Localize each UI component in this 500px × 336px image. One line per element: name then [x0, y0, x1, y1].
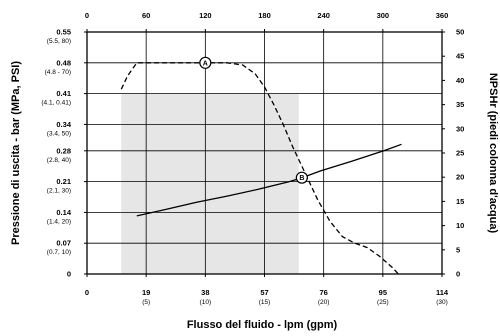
y-right-tick-label: 35 [456, 100, 464, 109]
shaded-region [121, 93, 299, 274]
y-left-tick-label: 0.21 [56, 177, 71, 186]
y-right-tick-label: 45 [456, 52, 464, 61]
y-right-tick-label: 0 [456, 270, 460, 279]
x-axis-title: Flusso del fluido - lpm (gpm) [187, 319, 338, 331]
y-left-tick-sublabel: (4.8 - 70) [45, 69, 71, 76]
y-right-tick-label: 25 [456, 149, 464, 158]
y-left-tick-label: 0.28 [56, 146, 71, 155]
x-top-tick-label: 180 [258, 11, 271, 20]
y-right-tick-label: 20 [456, 173, 464, 182]
x-bottom-tick-label: 0 [85, 288, 89, 297]
x-top-tick-label: 240 [317, 11, 330, 20]
x-top-tick-label: 360 [436, 11, 449, 20]
x-top-tick-label: 60 [142, 11, 150, 20]
x-bottom-tick-label: 95 [379, 288, 387, 297]
y-axis-left-title: Pressione di uscita - bar (MPa, PSI) [10, 61, 22, 245]
y-right-tick-label: 15 [456, 197, 464, 206]
y-left-tick-label: 0.55 [56, 28, 71, 37]
x-bottom-tick-sublabel: (25) [377, 299, 389, 306]
x-top-tick-label: 0 [85, 11, 89, 20]
x-top-tick-label: 120 [199, 11, 212, 20]
y-right-tick-label: 30 [456, 124, 464, 133]
y-right-tick-label: 5 [456, 245, 460, 254]
x-bottom-tick-label: 38 [201, 288, 209, 297]
series-marker-label-a: A [203, 60, 208, 67]
y-left-tick-label: 0.41 [56, 89, 71, 98]
x-bottom-tick-sublabel: (20) [318, 299, 330, 306]
series-line-b [136, 143, 402, 217]
y-left-tick-label: 0 [67, 270, 71, 279]
y-right-tick-label: 10 [456, 221, 464, 230]
axis-layer: 0 19 (5) 38 (10) 57 (15) 76 (20) 95 (25) 114 (30) 0 60… [41, 11, 464, 306]
y-right-tick-label: 40 [456, 76, 464, 85]
y-left-tick-sublabel: (2.1, 30) [47, 188, 71, 195]
x-bottom-tick-sublabel: (30) [436, 299, 448, 306]
shaded-region-layer [121, 93, 299, 274]
x-bottom-tick-label: 114 [436, 288, 449, 297]
x-bottom-tick-label: 57 [260, 288, 268, 297]
x-bottom-tick-sublabel: (5) [142, 299, 150, 306]
y-left-tick-sublabel: (0.7, 10) [47, 249, 71, 256]
x-bottom-tick-sublabel: (15) [259, 299, 271, 306]
y-left-tick-label: 0.07 [56, 239, 71, 248]
series-marker-label-b: B [299, 175, 304, 182]
y-left-tick-sublabel: (2.8, 40) [47, 157, 71, 164]
y-left-tick-sublabel: (5.5, 80) [47, 38, 71, 45]
y-left-tick-sublabel: (3.4, 50) [47, 130, 71, 137]
y-left-tick-label: 0.34 [56, 120, 71, 129]
y-left-tick-sublabel: (4.1, 0.41) [41, 100, 71, 107]
y-left-tick-sublabel: (1.4, 20) [47, 218, 71, 225]
series-marker-a [199, 56, 212, 69]
y-right-tick-label: 50 [456, 28, 464, 37]
y-left-tick-label: 0.48 [56, 58, 71, 67]
x-bottom-tick-label: 19 [142, 288, 150, 297]
x-bottom-tick-sublabel: (10) [200, 299, 212, 306]
y-left-tick-label: 0.14 [56, 208, 71, 217]
x-bottom-tick-label: 76 [319, 288, 327, 297]
x-top-tick-label: 300 [377, 11, 390, 20]
y-axis-right-title: NPSHr (piedi colonna d'acqua) [487, 73, 499, 234]
series-layer: AB [120, 56, 402, 275]
series-marker-b [295, 171, 308, 184]
